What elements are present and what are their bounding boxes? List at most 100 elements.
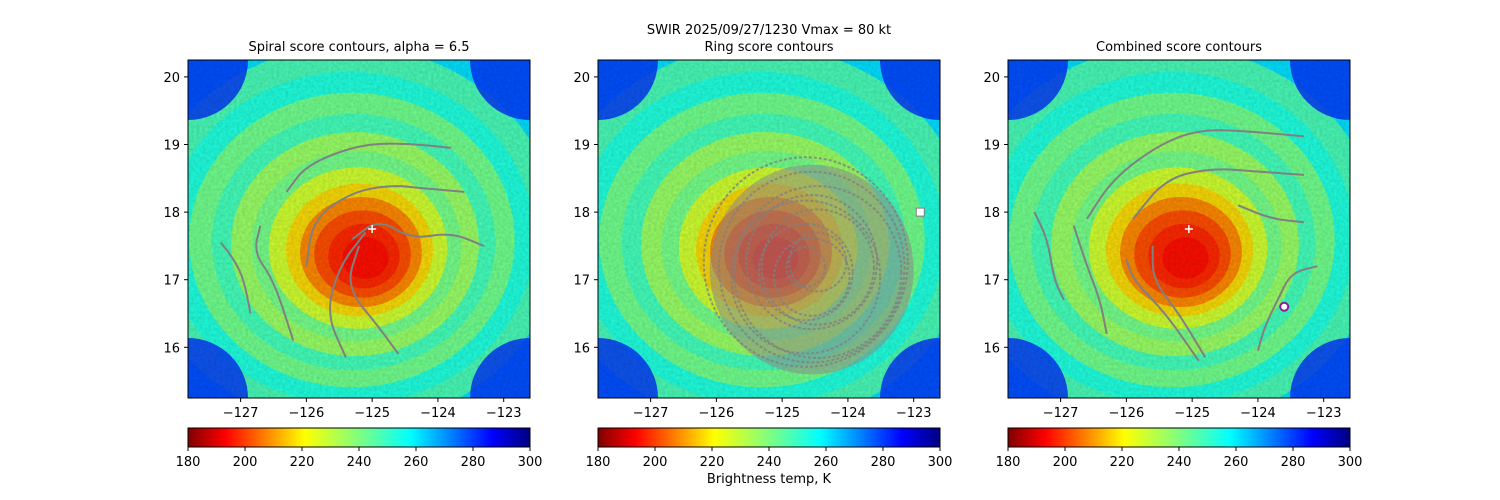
figure-suptitle: SWIR 2025/09/27/1230 Vmax = 80 kt	[646, 23, 892, 38]
score-contour	[1086, 129, 1305, 220]
x-tick-label: −125	[764, 406, 800, 421]
y-tick-label: 18	[573, 206, 590, 221]
ring-contour-line	[733, 185, 903, 359]
y-tick-label: 17	[163, 274, 180, 289]
colorbar-tick-label: 180	[586, 455, 611, 470]
y-tick-label: 20	[573, 71, 590, 86]
x-tick-label: −124	[830, 406, 866, 421]
score-contour	[1125, 259, 1200, 362]
center-marker	[368, 225, 377, 233]
panel-title: Ring score contours	[704, 40, 833, 55]
ring-contour-line	[702, 156, 909, 368]
score-contour	[1237, 204, 1305, 224]
y-tick-label: 18	[163, 206, 180, 221]
x-tick-label: −127	[1043, 406, 1079, 421]
colorbar-tick-label: 180	[176, 455, 201, 470]
y-tick-label: 20	[163, 71, 180, 86]
colorbar-tick-label: 200	[643, 455, 668, 470]
x-tick-label: −124	[420, 406, 456, 421]
x-tick-label: −123	[1306, 406, 1342, 421]
spiral-panel: Spiral score contours, alpha = 6.5 −127 −1…	[163, 40, 543, 470]
y-tick-label: 18	[983, 206, 1000, 221]
y-tick-label: 17	[573, 274, 590, 289]
panel-title: Combined score contours	[1096, 40, 1262, 55]
score-contour	[285, 142, 452, 193]
x-tick-label: −127	[223, 406, 259, 421]
score-contour	[329, 231, 367, 358]
ring-contour-line	[785, 246, 827, 288]
colorbar-tick-label: 240	[1167, 455, 1192, 470]
score-contour	[1072, 225, 1108, 334]
satellite-image	[188, 60, 530, 398]
ring-contour-line	[757, 222, 854, 322]
score-contour	[1256, 265, 1318, 351]
x-tick-label: −125	[354, 406, 390, 421]
colorbar-tick-label: 220	[1110, 455, 1135, 470]
colorbar-tick-label: 240	[347, 455, 372, 470]
score-contour	[220, 241, 252, 314]
colorbar-tick-label: 280	[871, 455, 896, 470]
x-tick-label: −127	[633, 406, 669, 421]
colorbar-tick-label: 180	[996, 455, 1021, 470]
score-contour	[305, 185, 465, 267]
x-tick-label: −124	[1240, 406, 1276, 421]
score-contour	[351, 222, 485, 247]
y-tick-label: 19	[163, 139, 180, 154]
satellite-image	[1008, 60, 1350, 398]
ring-contour-line	[730, 199, 882, 355]
colorbar-tick-label: 280	[461, 455, 486, 470]
score-contour	[255, 225, 295, 341]
colorbar-tick-label: 260	[404, 455, 429, 470]
ring-contour-line	[788, 231, 848, 293]
colorbar-tick-label: 200	[1053, 455, 1078, 470]
ring-contour-line	[717, 170, 906, 364]
colorbar	[597, 427, 941, 448]
y-tick-label: 16	[573, 341, 590, 356]
colorbar-tick-label: 220	[700, 455, 725, 470]
ring-contour-line	[760, 208, 875, 326]
y-tick-label: 17	[983, 274, 1000, 289]
colorbar-tick-label: 260	[1224, 455, 1249, 470]
image-texture	[188, 60, 530, 398]
colorbar-tick-label: 220	[290, 455, 315, 470]
satellite-image	[598, 60, 940, 398]
axes-frame	[597, 59, 941, 399]
ring-panel: Ring score contours −127 −126 −125 −124 −123 1…	[573, 40, 953, 470]
colorbar-tick-label: 300	[1338, 455, 1363, 470]
colorbar-tick-label: 280	[1281, 455, 1306, 470]
x-tick-label: −126	[699, 406, 735, 421]
colorbar-tick-label: 300	[928, 455, 953, 470]
ring-contour-region	[709, 164, 914, 375]
axes-frame	[187, 59, 531, 399]
center-marker	[915, 207, 925, 217]
y-tick-label: 16	[163, 341, 180, 356]
colorbar-label: Brightness temp, K	[706, 472, 832, 487]
colorbar-tick-label: 240	[757, 455, 782, 470]
colorbar	[187, 427, 531, 448]
y-tick-label: 16	[983, 341, 1000, 356]
score-contour	[349, 245, 400, 355]
colorbar-tick-label: 300	[518, 455, 543, 470]
score-contour	[1132, 168, 1305, 220]
x-tick-label: −126	[1109, 406, 1145, 421]
score-contour	[1151, 245, 1207, 358]
y-tick-label: 19	[573, 139, 590, 154]
panel-title: Spiral score contours, alpha = 6.5	[248, 40, 469, 55]
y-tick-label: 19	[983, 139, 1000, 154]
image-texture	[1008, 60, 1350, 398]
score-contour	[1033, 211, 1065, 301]
colorbar	[1007, 427, 1351, 448]
center-marker	[1184, 225, 1193, 233]
ring-contour-line	[773, 237, 851, 317]
x-tick-label: −125	[1174, 406, 1210, 421]
axes-frame	[1007, 59, 1351, 399]
x-tick-label: −126	[289, 406, 325, 421]
x-tick-label: −123	[896, 406, 932, 421]
combined-panel: Combined score contours −127 −126 −125 −124 −…	[983, 40, 1363, 470]
colorbar-tick-label: 200	[233, 455, 258, 470]
x-tick-label: −123	[486, 406, 522, 421]
secondary-marker	[1279, 301, 1290, 312]
colorbar-tick-label: 260	[814, 455, 839, 470]
ring-contour-line	[745, 194, 878, 331]
